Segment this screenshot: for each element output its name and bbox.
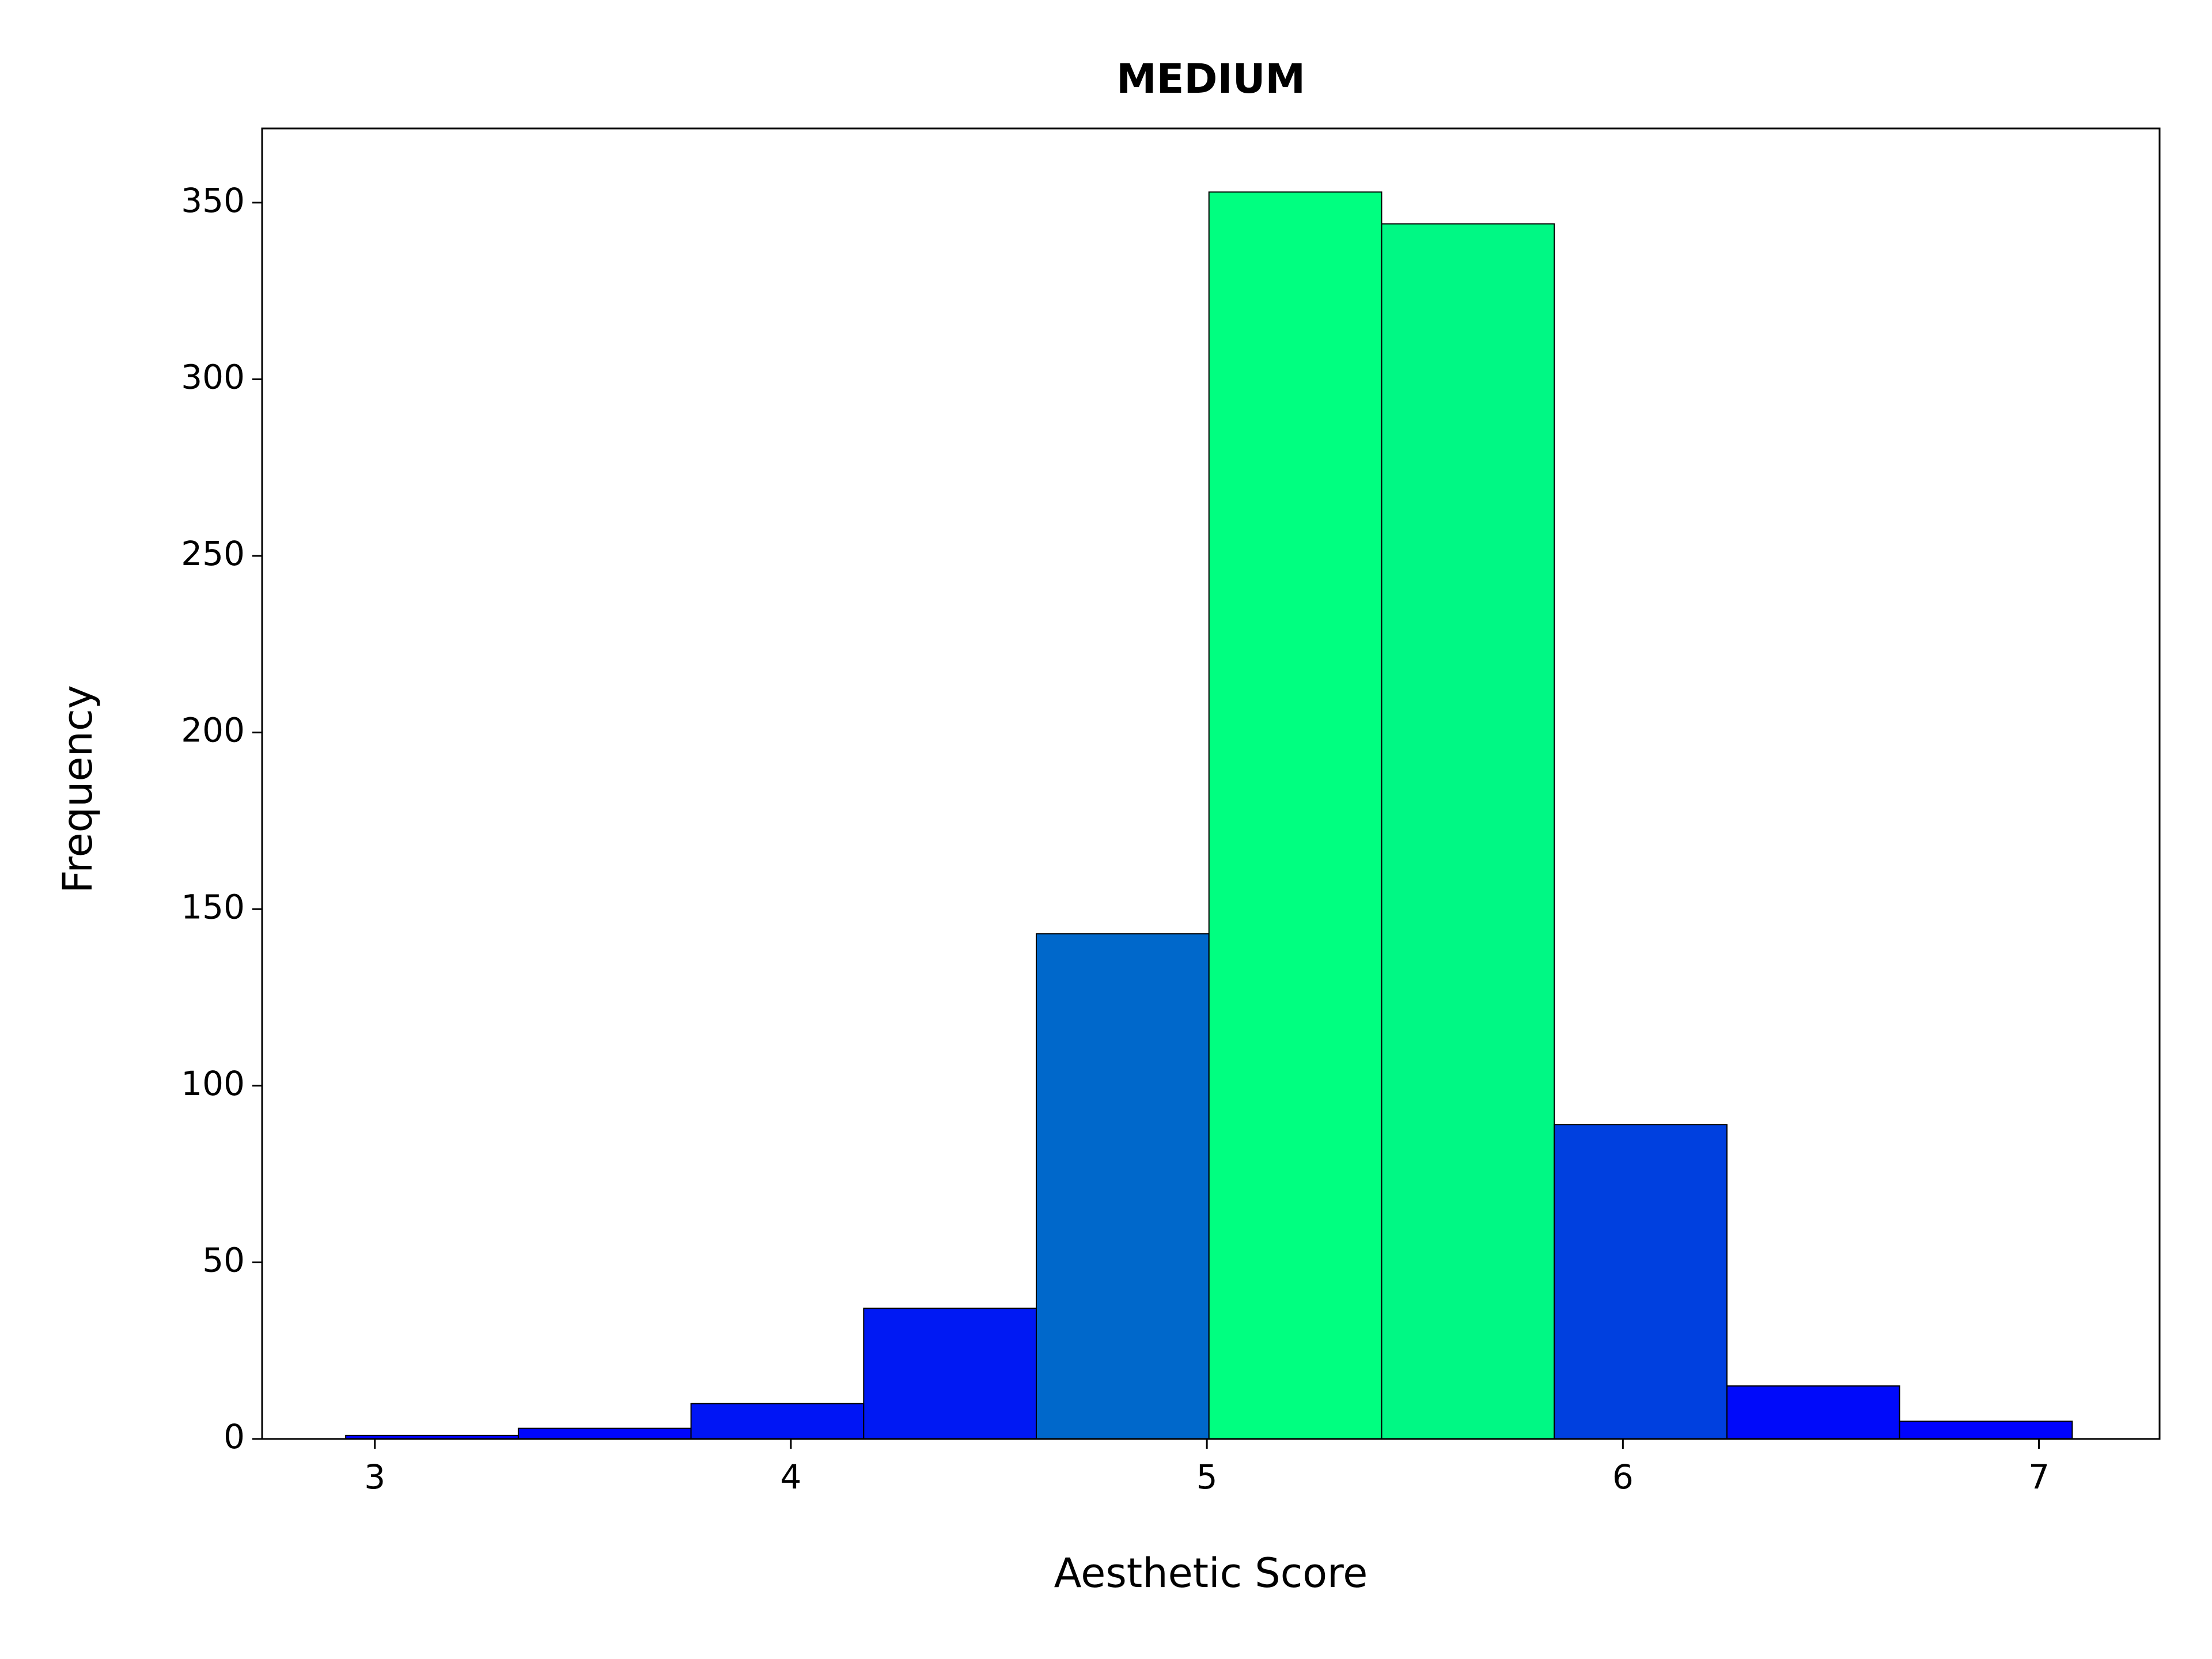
x-tick-label: 3 [364, 1457, 385, 1497]
y-tick-label: 50 [202, 1241, 245, 1280]
bar [1726, 1385, 1900, 1440]
y-tick-label: 150 [181, 887, 245, 926]
plot-frame [261, 127, 2161, 1440]
bar [1208, 191, 1382, 1440]
x-tick-label: 4 [780, 1457, 801, 1497]
y-tick-label: 0 [224, 1417, 245, 1456]
y-tick-label: 100 [181, 1064, 245, 1103]
y-tick-label: 250 [181, 534, 245, 573]
y-tick-label: 200 [181, 711, 245, 750]
x-tick-label: 6 [1612, 1457, 1634, 1497]
bar [1381, 223, 1555, 1440]
bar [1554, 1124, 1728, 1440]
bar [1899, 1421, 2073, 1440]
bar [690, 1403, 865, 1440]
x-tick-label: 7 [2028, 1457, 2050, 1497]
x-tick-label: 5 [1196, 1457, 1218, 1497]
y-axis-label: Frequency [54, 685, 101, 893]
y-tick-label: 300 [181, 357, 245, 396]
x-axis-label: Aesthetic Score [1054, 1550, 1368, 1597]
chart-title: MEDIUM [1116, 55, 1305, 103]
y-tick-label: 350 [181, 181, 245, 220]
bar [517, 1427, 692, 1440]
bar [863, 1308, 1037, 1440]
bar [1036, 933, 1210, 1440]
